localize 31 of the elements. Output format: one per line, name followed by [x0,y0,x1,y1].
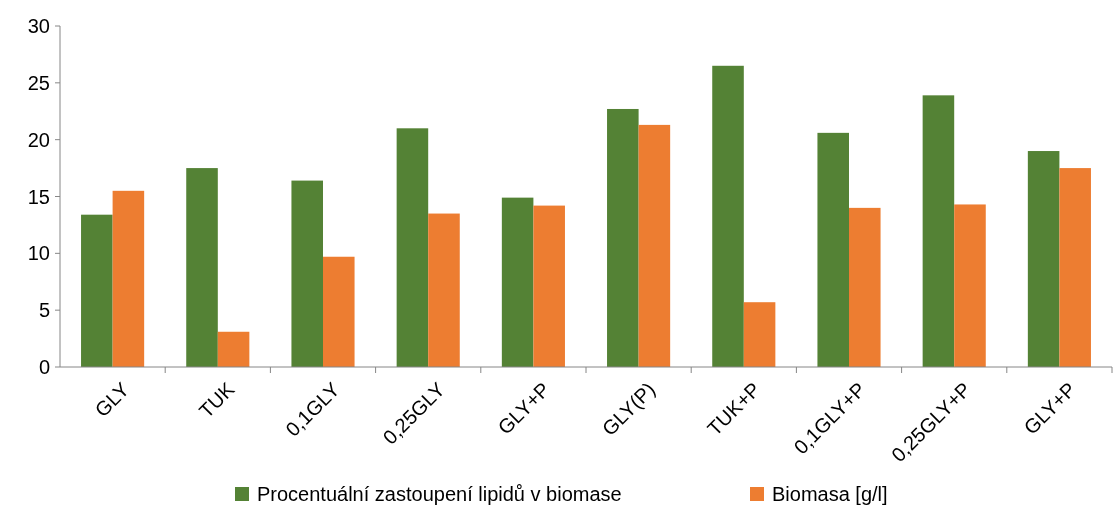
bar [1027,151,1060,367]
bar [323,256,355,367]
bar [712,65,744,367]
bar [112,190,145,367]
y-tick-label: 20 [27,128,50,151]
y-tick-label: 10 [27,242,50,265]
bar [743,302,776,367]
bar [849,207,881,367]
y-tick-label: 5 [38,299,50,322]
y-tick-label: 25 [27,71,50,94]
bar [428,213,460,367]
bar [81,214,113,367]
legend-label: Biomasa [g/l] [772,483,888,505]
bar [396,128,429,367]
bar [607,108,639,367]
y-tick-label: 0 [38,356,50,378]
bar [1059,168,1091,367]
bar [291,180,323,367]
bar [217,331,250,367]
bar [817,132,849,367]
bar [501,197,534,367]
y-tick-label: 30 [27,15,50,37]
y-tick-label: 15 [27,185,50,208]
bar [186,168,218,367]
bar [533,205,565,367]
legend-label: Procentuální zastoupení lipidů v biomase [257,483,622,505]
bar [638,124,671,367]
x-tick-label: TUK [194,377,239,423]
x-tick-label: GLY [90,378,134,421]
bar [954,204,986,367]
bar [922,95,955,367]
